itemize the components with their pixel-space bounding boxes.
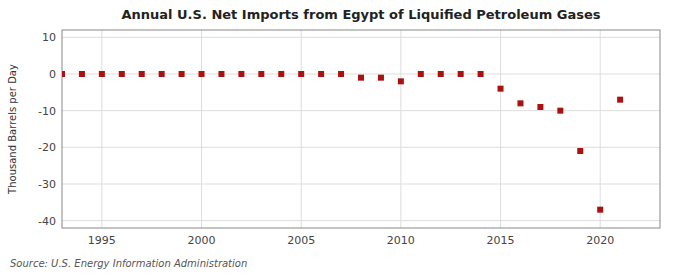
point [597,207,603,213]
point [139,71,145,77]
grid-line [600,30,601,228]
point [238,71,244,77]
tick-label: 2015 [487,234,515,247]
point [557,108,563,114]
grid-line [101,30,102,228]
grid-line [400,30,401,228]
point [258,71,264,77]
point [298,71,304,77]
point [517,100,523,106]
grid-line [62,220,660,221]
point [318,71,324,77]
title: Annual U.S. Net Imports from Egypt of Li… [121,7,600,22]
tick-label: 2000 [188,234,216,247]
tick-label: 2010 [387,234,415,247]
tick-label: -40 [38,215,56,228]
point [418,71,424,77]
point [79,71,85,77]
point [278,71,284,77]
point [159,71,165,77]
tick-label: -30 [38,178,56,191]
plot-frame [62,30,660,228]
grid-line [62,74,660,75]
tick-label: 10 [42,31,56,44]
point [338,71,344,77]
grid-line [301,30,302,228]
tick-label: 2005 [287,234,315,247]
grid-line [62,37,660,38]
grid-line [62,147,660,148]
plot-area [62,30,660,228]
point [398,78,404,84]
point [498,86,504,92]
point [119,71,125,77]
tick-label: -10 [38,105,56,118]
point [199,71,205,77]
point [62,71,65,77]
annotation: Source: U.S. Energy Information Administ… [10,258,247,269]
point [99,71,105,77]
point [358,75,364,81]
grid-line [201,30,202,228]
point [438,71,444,77]
tick-label: 0 [49,68,56,81]
point [218,71,224,77]
point [537,104,543,110]
tick-label: 2020 [586,234,614,247]
grid-line [62,184,660,185]
point [179,71,185,77]
point [478,71,484,77]
chart: -40 -30 -20 -10 0 10 1995 2000 2005 2010 2015 2020 A… [0,0,675,275]
tick-label: -20 [38,141,56,154]
point [378,75,384,81]
grid-line [500,30,501,228]
point [458,71,464,77]
tick-label: 1995 [88,234,116,247]
point [577,148,583,154]
point [617,97,623,103]
points [62,71,623,213]
axis-label: Thousand Barrels per Day [7,64,18,195]
grid-line [62,110,660,111]
